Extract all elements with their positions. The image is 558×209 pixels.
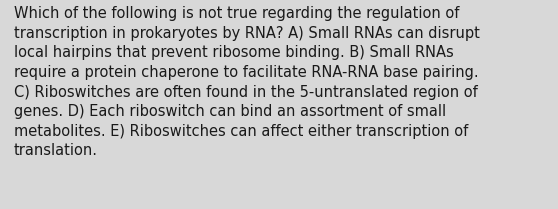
Text: Which of the following is not true regarding the regulation of
transcription in : Which of the following is not true regar… [14, 6, 480, 158]
